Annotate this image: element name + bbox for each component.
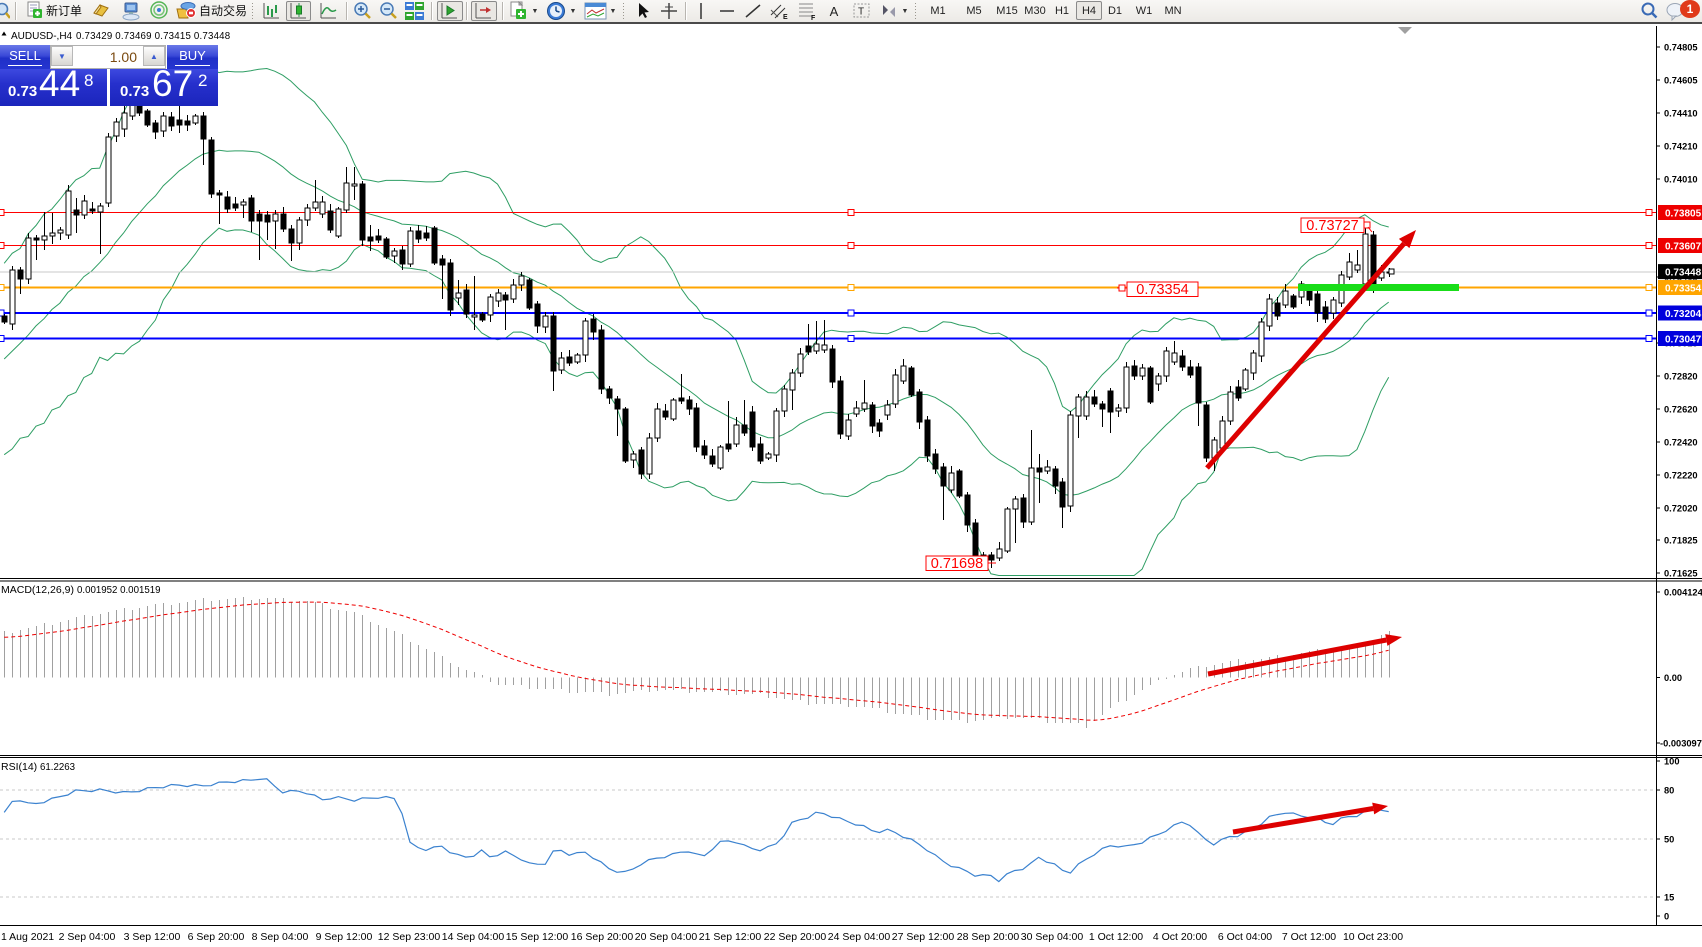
svg-text:1 Aug 2021: 1 Aug 2021: [1, 931, 54, 943]
svg-text:0.73448: 0.73448: [1665, 267, 1702, 278]
svg-text:1 Oct 12:00: 1 Oct 12:00: [1089, 931, 1143, 943]
svg-text:15 Sep 12:00: 15 Sep 12:00: [506, 931, 569, 943]
svg-text:0.71698: 0.71698: [931, 556, 983, 572]
svg-text:0.74605: 0.74605: [1664, 76, 1698, 86]
svg-text:0.74210: 0.74210: [1664, 142, 1698, 152]
svg-text:0.73354: 0.73354: [1136, 282, 1188, 298]
svg-text:0.00: 0.00: [1664, 673, 1682, 683]
svg-text:0.73727: 0.73727: [1306, 218, 1358, 234]
svg-text:80: 80: [1664, 786, 1674, 796]
svg-text:-0.003097: -0.003097: [1660, 739, 1702, 749]
svg-text:61.2263: 61.2263: [40, 762, 75, 773]
svg-text:0.001952 0.001519: 0.001952 0.001519: [77, 585, 161, 596]
svg-text:RSI(14): RSI(14): [1, 761, 37, 773]
svg-text:0.74805: 0.74805: [1664, 43, 1698, 53]
svg-text:F: F: [811, 15, 816, 21]
svg-text:50: 50: [1664, 835, 1674, 845]
svg-text:0.74410: 0.74410: [1664, 109, 1698, 119]
svg-text:0.72820: 0.72820: [1664, 372, 1698, 382]
svg-text:0.73354: 0.73354: [1665, 283, 1702, 294]
svg-text:6 Sep 20:00: 6 Sep 20:00: [188, 931, 245, 943]
svg-text:0.72020: 0.72020: [1664, 504, 1698, 514]
svg-text:0.73805: 0.73805: [1665, 208, 1702, 219]
svg-text:0.004124: 0.004124: [1664, 588, 1702, 598]
svg-text:MACD(12,26,9): MACD(12,26,9): [1, 584, 74, 596]
svg-text:0.73429 0.73469 0.73415 0.7344: 0.73429 0.73469 0.73415 0.73448: [76, 31, 230, 42]
svg-text:0.72420: 0.72420: [1664, 438, 1698, 448]
svg-text:24 Sep 04:00: 24 Sep 04:00: [828, 931, 891, 943]
svg-text:0.71825: 0.71825: [1664, 536, 1698, 546]
svg-text:100: 100: [1664, 757, 1680, 767]
svg-text:8 Sep 04:00: 8 Sep 04:00: [252, 931, 309, 943]
svg-text:0.73204: 0.73204: [1665, 309, 1702, 320]
svg-text:0.72220: 0.72220: [1664, 471, 1698, 481]
svg-text:28 Sep 20:00: 28 Sep 20:00: [957, 931, 1020, 943]
svg-text:10 Oct 23:00: 10 Oct 23:00: [1343, 931, 1403, 943]
svg-text:6 Oct 04:00: 6 Oct 04:00: [1218, 931, 1272, 943]
svg-text:0: 0: [1664, 912, 1669, 922]
svg-text:21 Sep 12:00: 21 Sep 12:00: [699, 931, 762, 943]
svg-text:0.73607: 0.73607: [1665, 241, 1702, 252]
svg-text:30 Sep 04:00: 30 Sep 04:00: [1021, 931, 1084, 943]
svg-text:0.72620: 0.72620: [1664, 405, 1698, 415]
svg-text:4 Oct 20:00: 4 Oct 20:00: [1153, 931, 1207, 943]
svg-text:16 Sep 20:00: 16 Sep 20:00: [571, 931, 634, 943]
svg-text:22 Sep 20:00: 22 Sep 20:00: [764, 931, 827, 943]
svg-text:12 Sep 23:00: 12 Sep 23:00: [378, 931, 441, 943]
svg-text:0.71625: 0.71625: [1664, 569, 1698, 579]
svg-text:T: T: [858, 7, 864, 18]
svg-text:7 Oct 12:00: 7 Oct 12:00: [1282, 931, 1336, 943]
svg-text:15: 15: [1664, 893, 1674, 903]
svg-text:2 Sep 04:00: 2 Sep 04:00: [59, 931, 116, 943]
svg-text:E: E: [783, 14, 788, 21]
svg-text:9 Sep 12:00: 9 Sep 12:00: [316, 931, 373, 943]
svg-text:3 Sep 12:00: 3 Sep 12:00: [124, 931, 181, 943]
svg-text:AUDUSD-,H4: AUDUSD-,H4: [11, 31, 73, 42]
svg-text:20 Sep 04:00: 20 Sep 04:00: [635, 931, 698, 943]
svg-text:27 Sep 12:00: 27 Sep 12:00: [892, 931, 955, 943]
svg-text:0.74010: 0.74010: [1664, 175, 1698, 185]
svg-text:0.73047: 0.73047: [1665, 334, 1702, 345]
svg-text:14 Sep 04:00: 14 Sep 04:00: [442, 931, 505, 943]
